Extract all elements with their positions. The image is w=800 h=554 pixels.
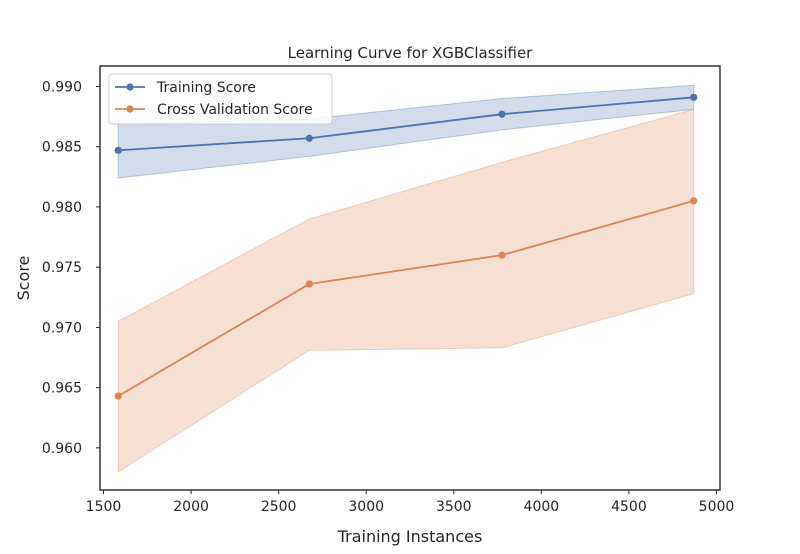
y-tick-label: 0.985: [42, 140, 82, 156]
training-score-legend-label: Training Score: [156, 80, 256, 96]
legend-box: [108, 73, 333, 125]
x-tick-label: 5000: [699, 499, 735, 515]
y-tick-label: 0.975: [42, 260, 82, 276]
cross-validation-score-point: [690, 197, 698, 205]
cross-validation-score-point: [498, 251, 506, 259]
x-tick-label: 1500: [86, 499, 122, 515]
cross-validation-score-line: [117, 200, 694, 397]
training-score-point: [114, 146, 122, 154]
legend: Training Score Cross Validation Score: [108, 73, 333, 125]
plot-frame: [99, 65, 721, 491]
training-score-band: [117, 84, 695, 179]
training-score-legend-marker: [126, 83, 134, 91]
y-tick-label: 0.965: [42, 381, 82, 397]
x-tick-label: 4000: [524, 499, 560, 515]
training-score-point: [690, 93, 698, 101]
y-tick-label: 0.970: [42, 320, 82, 336]
training-score-point: [498, 110, 506, 118]
y-tick-label: 0.980: [42, 200, 82, 216]
x-tick-label: 2000: [173, 499, 209, 515]
x-tick-label: 3500: [436, 499, 472, 515]
cross-validation-score-point: [305, 280, 313, 288]
y-axis-label: Score: [14, 256, 33, 301]
training-score-point: [305, 134, 313, 142]
y-tick-label: 0.990: [42, 79, 82, 95]
cross-validation-score-band: [117, 108, 695, 473]
x-tick-label: 2500: [261, 499, 297, 515]
x-tick-label: 3000: [348, 499, 384, 515]
cross-validation-score-legend-marker: [126, 105, 134, 113]
cross-validation-score-point: [114, 392, 122, 400]
x-axis-label: Training Instances: [337, 527, 483, 546]
cross-validation-score-legend-label: Cross Validation Score: [157, 102, 313, 118]
x-tick-label: 4500: [611, 499, 647, 515]
chart-title: Learning Curve for XGBClassifier: [288, 44, 534, 62]
y-tick-label: 0.960: [42, 441, 82, 457]
training-score-line: [118, 96, 694, 152]
